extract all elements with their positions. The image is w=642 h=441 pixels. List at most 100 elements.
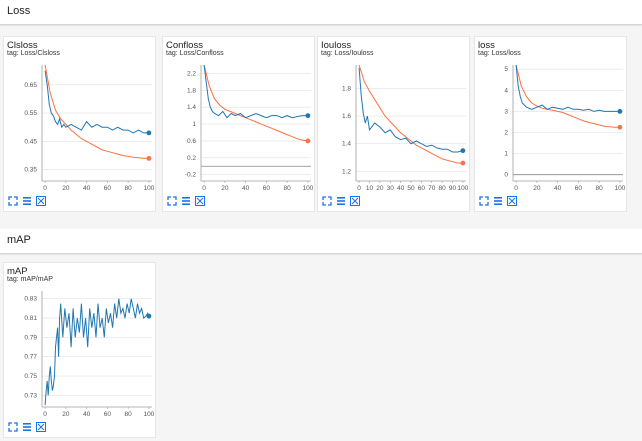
fit-domain-icon[interactable] bbox=[322, 196, 332, 206]
y-tick-label: 0.6 bbox=[187, 138, 196, 145]
x-tick-label: 0 bbox=[43, 185, 47, 192]
y-tick-label: 1.6 bbox=[342, 113, 351, 120]
x-tick-label: 20 bbox=[62, 185, 70, 192]
y-tick-label: 1.4 bbox=[187, 104, 196, 111]
fit-domain-icon[interactable] bbox=[167, 196, 177, 206]
series-line-blue bbox=[515, 64, 620, 112]
x-tick-label: 100 bbox=[457, 185, 468, 192]
toggle-data-icon[interactable] bbox=[336, 196, 346, 206]
x-tick-label: 100 bbox=[143, 185, 154, 192]
x-tick-label: 60 bbox=[263, 185, 271, 192]
series-line-orange bbox=[358, 64, 463, 164]
series-end-marker-blue bbox=[146, 313, 152, 319]
x-tick-label: 60 bbox=[104, 185, 112, 192]
series-end-marker-blue bbox=[460, 148, 466, 154]
toggle-data-icon[interactable] bbox=[493, 196, 503, 206]
y-tick-label: 1 bbox=[192, 121, 196, 128]
y-tick-label: 0.79 bbox=[24, 334, 37, 341]
x-tick-label: 0 bbox=[514, 185, 518, 192]
series-line-blue bbox=[44, 70, 149, 134]
series-end-marker-blue bbox=[617, 109, 623, 114]
fit-domain-icon[interactable] bbox=[8, 196, 18, 206]
chart-tag: tag: Loss/Iouloss bbox=[321, 50, 374, 57]
x-tick-label: 100 bbox=[143, 411, 154, 418]
x-tick-label: 40 bbox=[242, 185, 250, 192]
line-chart[interactable]: 1.8 1.6 1.4 1.2 0 10 20 30 40 50 60 70 80 90 100 bbox=[318, 61, 471, 193]
x-tick-label: 20 bbox=[62, 411, 70, 418]
x-tick-label: 10 bbox=[366, 185, 374, 192]
x-tick-label: 0 bbox=[43, 411, 47, 418]
y-tick-label: 1.8 bbox=[187, 87, 196, 94]
chart-title: Confloss bbox=[166, 40, 203, 51]
line-chart[interactable]: 0.65 0.55 0.45 0.35 0 20 40 60 80 100 bbox=[4, 61, 157, 193]
chart-card-confloss: Confloss tag: Loss/Confloss 2.2 1.8 1.4 1 0.… bbox=[162, 36, 315, 212]
x-tick-label: 20 bbox=[376, 185, 384, 192]
line-chart[interactable]: 0.83 0.81 0.79 0.77 0.75 0.73 0 20 40 60 80 100 bbox=[4, 287, 157, 419]
chart-tag: tag: Loss/loss bbox=[478, 50, 521, 57]
expand-icon[interactable] bbox=[195, 196, 205, 206]
series-end-marker-orange bbox=[146, 155, 152, 161]
x-tick-label: 80 bbox=[284, 185, 292, 192]
y-tick-label: 2 bbox=[504, 129, 508, 136]
y-tick-label: 0.45 bbox=[24, 138, 37, 145]
series-line-blue bbox=[203, 64, 308, 119]
x-tick-label: 80 bbox=[439, 185, 447, 192]
y-tick-label: 0.55 bbox=[24, 110, 37, 117]
y-tick-label: 1.2 bbox=[342, 168, 351, 175]
toggle-data-icon[interactable] bbox=[22, 422, 32, 432]
toggle-data-icon[interactable] bbox=[181, 196, 191, 206]
expand-icon[interactable] bbox=[36, 422, 46, 432]
y-tick-label: 0.77 bbox=[24, 354, 37, 361]
chart-card-map: mAP tag: mAP/mAP 0.83 0.81 0.79 0.77 0.75 0.7… bbox=[3, 262, 156, 438]
x-tick-label: 0 bbox=[202, 185, 206, 192]
series-end-marker-orange bbox=[460, 160, 466, 166]
y-tick-label: 0.2 bbox=[187, 155, 196, 162]
fit-domain-icon[interactable] bbox=[8, 422, 18, 432]
y-tick-label: 0.75 bbox=[24, 373, 37, 380]
y-tick-label: 3 bbox=[504, 108, 508, 115]
series-end-marker-orange bbox=[305, 138, 311, 144]
line-chart[interactable]: 2.2 1.8 1.4 1 0.6 0.2 -0.2 0 20 40 60 80 100 bbox=[163, 61, 316, 193]
chart-title: Iouloss bbox=[321, 40, 352, 51]
series-end-marker-blue bbox=[146, 130, 152, 136]
section-header-loss[interactable]: Loss bbox=[0, 0, 642, 25]
x-tick-label: 50 bbox=[407, 185, 415, 192]
chart-card-loss: loss tag: Loss/loss 5 4 3 2 1 0 0 20 40 60 80 100 bbox=[474, 36, 627, 212]
section-title: Loss bbox=[7, 5, 31, 17]
y-tick-label: 0.35 bbox=[24, 167, 37, 174]
chart-tag: tag: Loss/Clsloss bbox=[7, 50, 60, 57]
x-tick-label: 60 bbox=[104, 411, 112, 418]
chart-tag: tag: Loss/Confloss bbox=[166, 50, 224, 57]
x-tick-label: 40 bbox=[83, 185, 91, 192]
chart-tag: tag: mAP/mAP bbox=[7, 276, 53, 283]
x-tick-label: 70 bbox=[428, 185, 436, 192]
expand-icon[interactable] bbox=[507, 196, 517, 206]
x-tick-label: 100 bbox=[614, 185, 625, 192]
y-tick-label: 5 bbox=[504, 66, 508, 73]
x-tick-label: 80 bbox=[125, 411, 133, 418]
y-tick-label: 0.81 bbox=[24, 315, 37, 322]
y-tick-label: 0 bbox=[504, 172, 508, 179]
y-tick-label: -0.2 bbox=[185, 172, 197, 179]
x-tick-label: 80 bbox=[125, 185, 133, 192]
chart-card-clsloss: Clsloss tag: Loss/Clsloss 0.65 0.55 0.45 0.… bbox=[3, 36, 156, 212]
expand-icon[interactable] bbox=[350, 196, 360, 206]
x-tick-label: 60 bbox=[418, 185, 426, 192]
section-header-map[interactable]: mAP bbox=[0, 229, 642, 254]
x-tick-label: 40 bbox=[554, 185, 562, 192]
y-tick-label: 0.65 bbox=[24, 82, 37, 89]
chart-title: Clsloss bbox=[7, 40, 38, 51]
series-line-orange bbox=[515, 64, 620, 128]
toggle-data-icon[interactable] bbox=[22, 196, 32, 206]
x-tick-label: 20 bbox=[533, 185, 541, 192]
section-title: mAP bbox=[7, 234, 31, 246]
series-line-blue bbox=[44, 298, 150, 406]
y-tick-label: 2.2 bbox=[187, 70, 196, 77]
y-tick-label: 0.83 bbox=[24, 296, 37, 303]
x-tick-label: 30 bbox=[387, 185, 395, 192]
chart-card-iouloss: Iouloss tag: Loss/Iouloss 1.8 1.6 1.4 1.2 0 1… bbox=[317, 36, 470, 212]
fit-domain-icon[interactable] bbox=[479, 196, 489, 206]
expand-icon[interactable] bbox=[36, 196, 46, 206]
x-tick-label: 40 bbox=[397, 185, 405, 192]
